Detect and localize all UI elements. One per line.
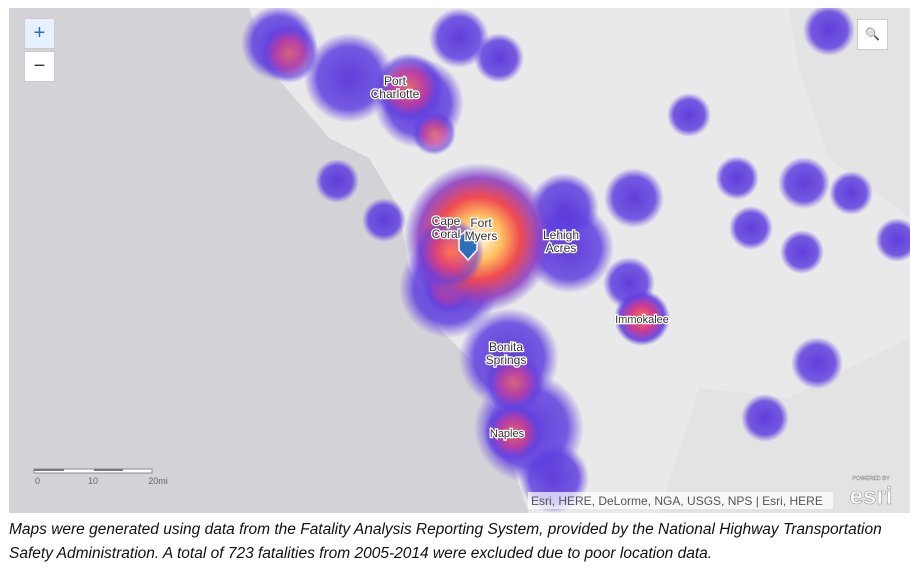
- esri-logo: esri: [850, 483, 893, 510]
- map-canvas: Port Charlotte Cape Coral Fort Myers Lehigh…: [9, 8, 910, 513]
- scale-label: 0: [35, 476, 40, 486]
- heatmap: [241, 8, 910, 513]
- location-marker[interactable]: [458, 229, 478, 262]
- land-region: [659, 8, 910, 513]
- search-button[interactable]: 🔍: [857, 19, 888, 50]
- place-label: Port Charlotte: [371, 74, 420, 101]
- scale-bar: 0 10 20mi: [33, 468, 168, 486]
- water: [9, 8, 529, 513]
- scale-label: 10: [88, 476, 98, 486]
- powered-by: POWERED BY: [852, 476, 890, 482]
- attribution: Esri, HERE, DeLorme, NGA, USGS, NPS | Es…: [531, 494, 823, 508]
- place-label: Naples: [490, 428, 525, 440]
- zoom-in[interactable]: +: [24, 18, 55, 49]
- scale-label: 20mi: [148, 476, 168, 486]
- place-label: Fort Myers: [465, 216, 498, 243]
- map: Port Charlotte Cape Coral Fort Myers Lehigh…: [9, 8, 910, 513]
- place-labels: Port Charlotte Cape Coral Fort Myers Lehigh…: [369, 73, 670, 442]
- place-label: Cape Coral: [432, 214, 461, 241]
- place-label: Lehigh Acres: [543, 228, 579, 255]
- place-label: Immokalee: [615, 314, 669, 326]
- zoom-out[interactable]: −: [24, 51, 55, 82]
- place-label: Bonita Springs: [486, 340, 527, 367]
- caption: Maps were generated using data from the …: [9, 521, 882, 562]
- attribution-bg: [528, 492, 833, 509]
